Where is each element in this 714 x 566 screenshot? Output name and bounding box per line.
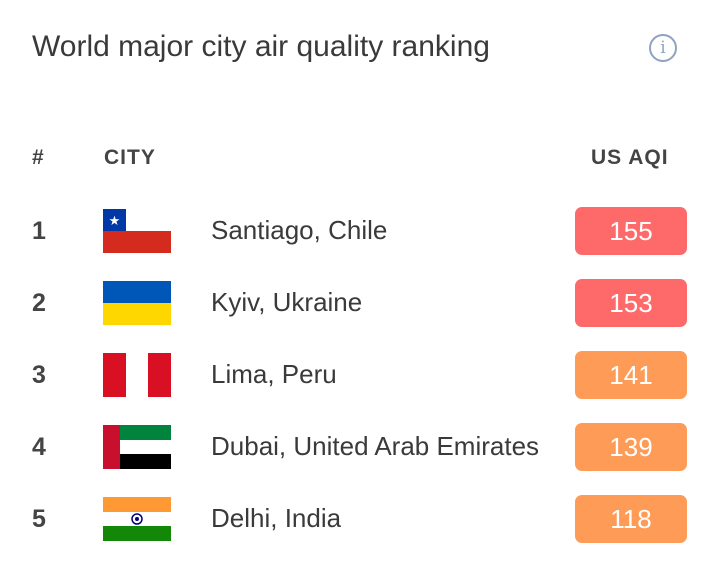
aqi-badge: 139 xyxy=(575,423,687,471)
ranking-row[interactable]: 2 Kyiv, Ukraine 153 xyxy=(0,273,714,333)
city-name[interactable]: Santiago, Chile xyxy=(211,215,388,245)
rank: 4 xyxy=(32,433,46,461)
ranking-row[interactable]: 5 Delhi, India 118 xyxy=(0,489,714,549)
rank-header: # xyxy=(32,146,45,169)
svg-text:★: ★ xyxy=(109,213,121,228)
rank: 5 xyxy=(32,505,46,533)
chile-flag-icon: ★ xyxy=(103,209,171,253)
aqi-badge: 155 xyxy=(575,207,687,255)
ukraine-flag-icon xyxy=(103,281,171,325)
city-name[interactable]: Kyiv, Ukraine xyxy=(211,287,363,317)
rank: 2 xyxy=(32,289,46,317)
page-title: World major city air quality ranking xyxy=(32,30,490,63)
ranking-row[interactable]: 4 Dubai, United Arab Emirates 139 xyxy=(0,417,714,477)
rank: 3 xyxy=(32,361,46,389)
aqi-header: US AQI xyxy=(591,146,669,169)
city-name[interactable]: Dubai, United Arab Emirates xyxy=(211,431,540,461)
city-header: CITY xyxy=(104,146,156,169)
rank: 1 xyxy=(32,217,46,245)
aqi-badge: 153 xyxy=(575,279,687,327)
uae-flag-icon xyxy=(103,425,171,469)
city-name[interactable]: Delhi, India xyxy=(211,503,342,533)
ranking-row[interactable]: 1 ★ Santiago, Chile 155 xyxy=(0,201,714,261)
aqi-badge: 141 xyxy=(575,351,687,399)
city-name[interactable]: Lima, Peru xyxy=(211,359,337,389)
ranking-row[interactable]: 3 Lima, Peru 141 xyxy=(0,345,714,405)
peru-flag-icon xyxy=(103,353,171,397)
india-flag-icon xyxy=(103,497,171,541)
info-icon[interactable]: i xyxy=(649,34,677,62)
aqi-badge: 118 xyxy=(575,495,687,543)
